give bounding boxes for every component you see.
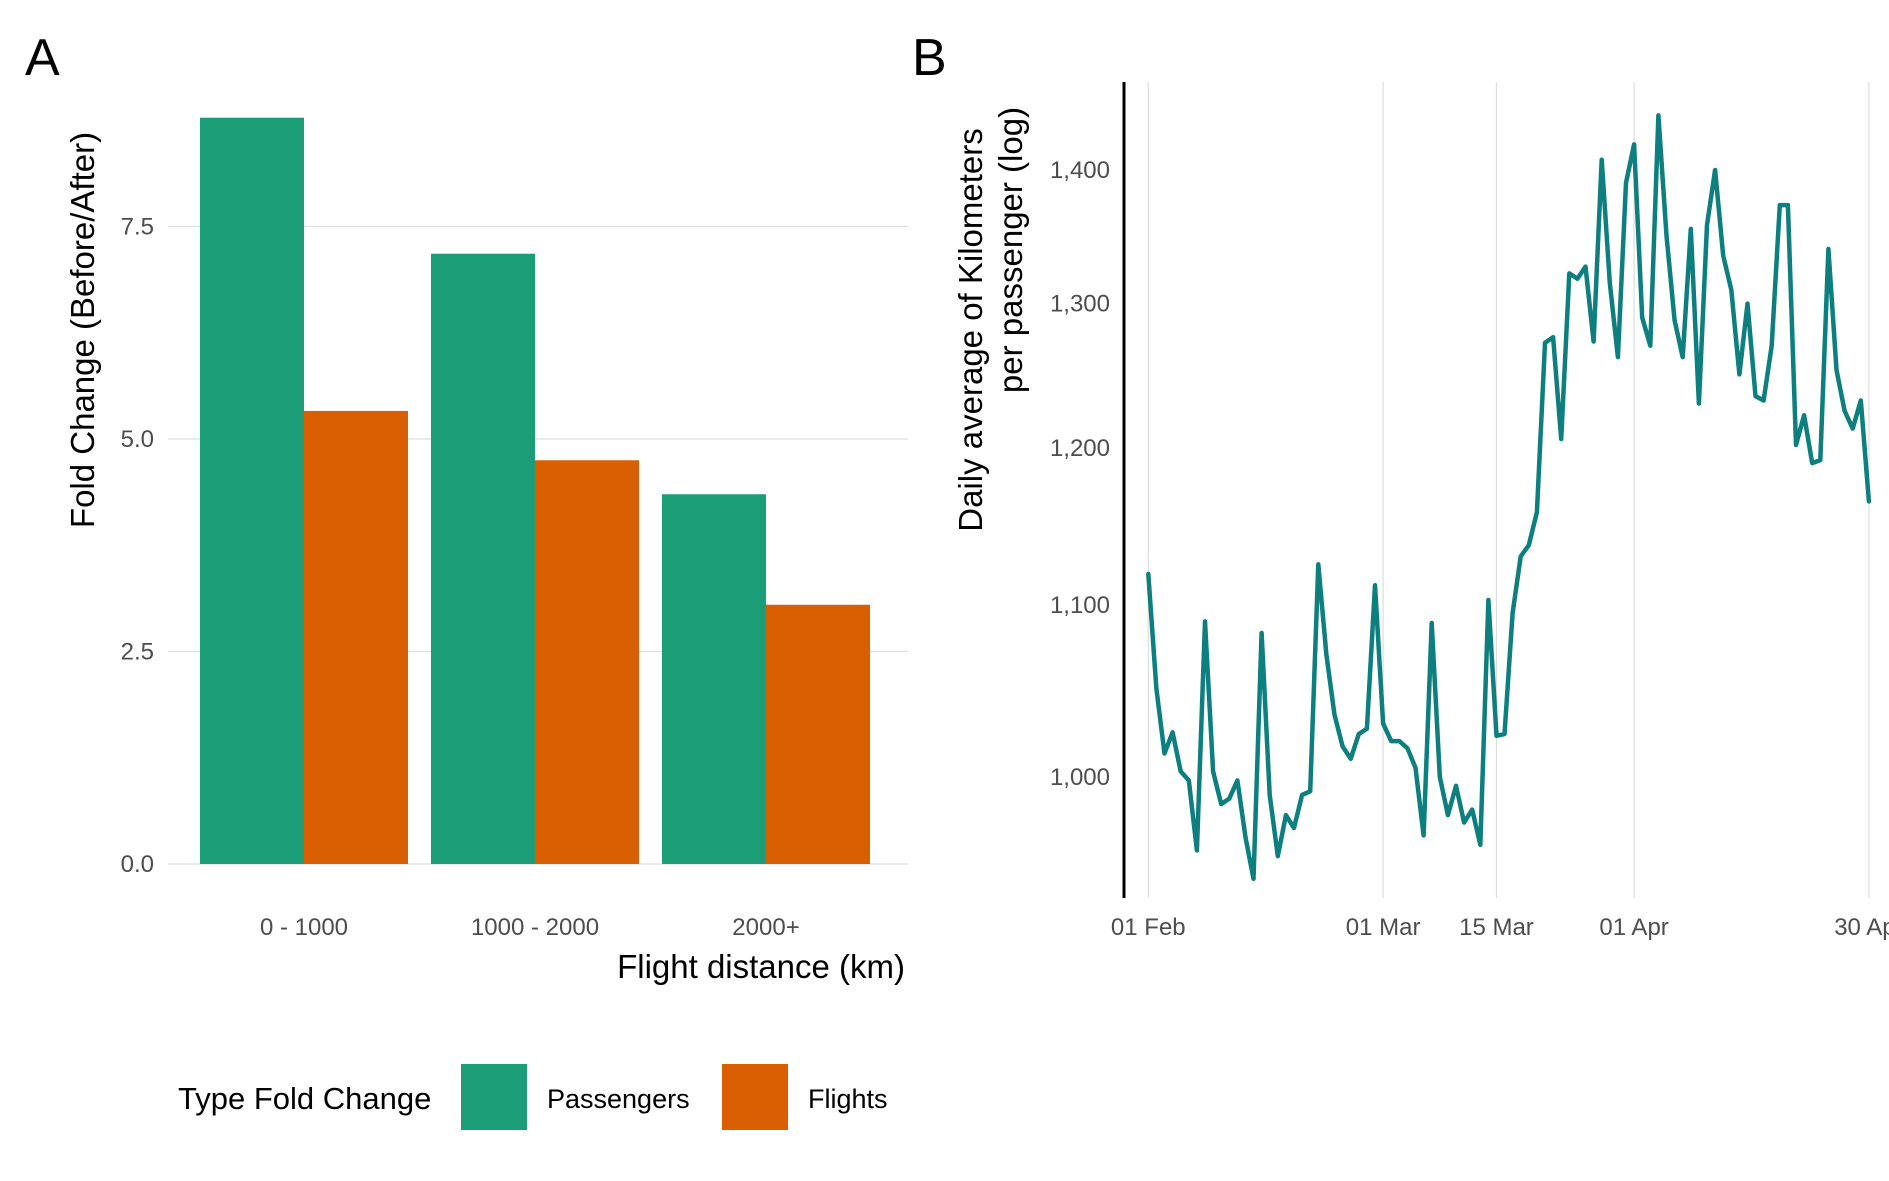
panel-b-y-axis-title-line2: per passenger (log): [992, 107, 1029, 393]
panel-a-label: A: [25, 29, 60, 87]
panel-a-y-ticks: 0.0 2.5 5.0 7.5: [121, 214, 154, 879]
panel-a-y-axis-title: Fold Change (Before/After): [64, 132, 101, 528]
panel-b-x-tick-label: 30 Apr: [1834, 914, 1889, 941]
legend-label-passengers: Passengers: [547, 1084, 690, 1114]
bar-flights-3: [766, 604, 870, 864]
panel-b-x-tick-label: 01 Feb: [1111, 914, 1186, 941]
panel-b-x-tick-label: 01 Apr: [1599, 914, 1668, 941]
panel-a-y-tick-label: 5.0: [121, 426, 154, 453]
bar-flights-2: [535, 460, 639, 864]
bar-passengers-2: [431, 253, 535, 864]
panel-b-y-tick-label: 1,200: [1050, 435, 1110, 462]
legend-label-flights: Flights: [808, 1084, 888, 1114]
panel-b-y-axis-title-line1: Daily average of Kilometers: [952, 128, 989, 532]
panel-b-series-line: [1146, 113, 1872, 882]
panel-a-x-tick-label: 2000+: [732, 914, 799, 941]
legend: Type Fold Change Passengers Flights: [178, 1064, 888, 1130]
panel-a-y-tick-label: 7.5: [121, 214, 154, 241]
panel-a-y-tick-label: 0.0: [121, 851, 154, 878]
panel-a: A 0.02.55.07.5 0 - 1000 1000 - 2000 2000+ …: [25, 29, 908, 985]
legend-title: Type Fold Change: [178, 1081, 431, 1116]
panel-a-x-tick-label: 1000 - 2000: [471, 914, 599, 941]
panel-b-y-tick-label: 1,300: [1050, 291, 1110, 318]
bar-passengers-3: [662, 494, 766, 864]
panel-b-x-tick-label: 15 Mar: [1459, 914, 1534, 941]
legend-swatch-flights: [722, 1064, 788, 1130]
panel-b-x-ticks: 01 Feb 01 Mar 15 Mar 01 Apr 30 Apr: [1111, 914, 1889, 941]
panel-b-y-tick-label: 1,400: [1050, 157, 1110, 184]
panel-b-x-tick-label: 01 Mar: [1346, 914, 1421, 941]
panel-a-y-tick-label: 2.5: [121, 639, 154, 666]
panel-b-y-ticks: 1,000 1,100 1,200 1,300 1,400: [1050, 157, 1110, 791]
panel-b-label: B: [912, 29, 947, 87]
panel-b-y-tick-label: 1,000: [1050, 764, 1110, 791]
panel-a-x-tick-label: 0 - 1000: [260, 914, 348, 941]
panel-a-bars: [200, 117, 870, 864]
bar-flights-1: [304, 410, 408, 864]
panel-a-x-axis-title: Flight distance (km): [617, 948, 905, 985]
panel-a-x-ticks: 0 - 1000 1000 - 2000 2000+: [260, 914, 800, 941]
legend-swatch-passengers: [461, 1064, 527, 1130]
panel-b: B 1,000 1,100 1,200 1,300 1,400 01 Feb 01 Mar…: [912, 29, 1889, 941]
panel-b-gridlines: [1147, 82, 1870, 898]
panel-b-y-tick-label: 1,100: [1050, 592, 1110, 619]
bar-passengers-1: [200, 117, 304, 864]
